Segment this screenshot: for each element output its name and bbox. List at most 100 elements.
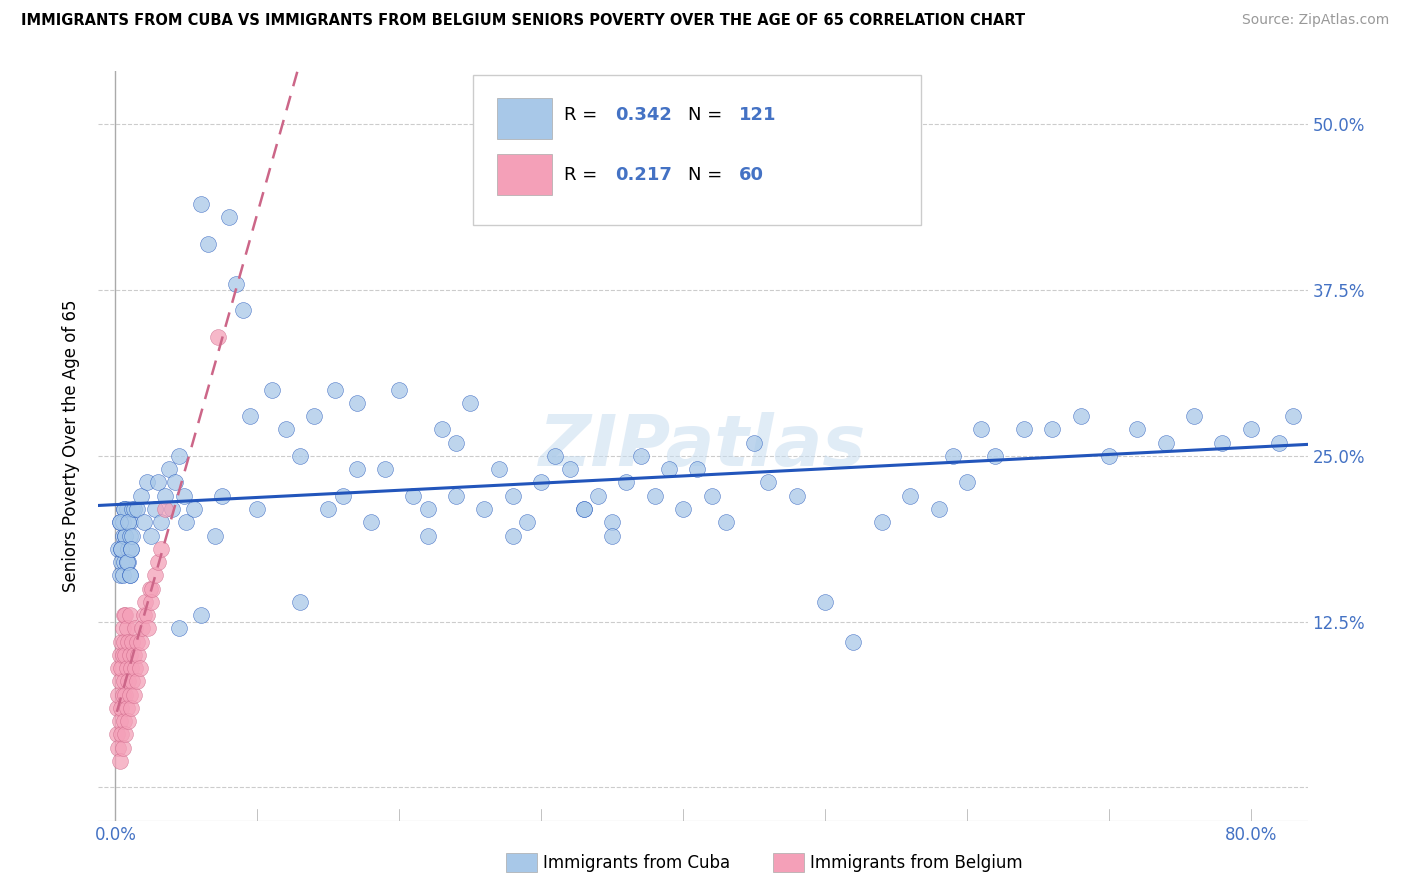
Point — [114, 528, 136, 542]
Point — [122, 688, 145, 702]
Point — [122, 648, 145, 662]
Point — [139, 528, 162, 542]
Point — [121, 674, 143, 689]
Point — [120, 701, 142, 715]
Y-axis label: Seniors Poverty Over the Age of 65: Seniors Poverty Over the Age of 65 — [62, 300, 80, 592]
Point — [325, 383, 347, 397]
Point — [111, 740, 134, 755]
Point — [124, 661, 146, 675]
Point — [686, 462, 709, 476]
Point — [225, 277, 247, 291]
Point — [544, 449, 567, 463]
Point — [121, 528, 143, 542]
Point — [115, 555, 138, 569]
Text: 60: 60 — [740, 166, 765, 184]
Point — [108, 674, 131, 689]
Text: N =: N = — [689, 106, 728, 124]
Text: IMMIGRANTS FROM CUBA VS IMMIGRANTS FROM BELGIUM SENIORS POVERTY OVER THE AGE OF : IMMIGRANTS FROM CUBA VS IMMIGRANTS FROM … — [21, 13, 1025, 29]
Point — [183, 502, 205, 516]
Point — [1126, 422, 1149, 436]
Point — [644, 489, 666, 503]
Point — [107, 661, 129, 675]
Point — [112, 634, 135, 648]
Text: R =: R = — [564, 166, 603, 184]
Point — [430, 422, 453, 436]
Point — [105, 701, 128, 715]
Point — [165, 475, 187, 490]
FancyBboxPatch shape — [498, 97, 551, 139]
Point — [143, 502, 166, 516]
Point — [111, 648, 134, 662]
Point — [942, 449, 965, 463]
Point — [111, 621, 134, 635]
Text: N =: N = — [689, 166, 728, 184]
Point — [108, 754, 131, 768]
Point — [204, 528, 226, 542]
Point — [360, 515, 382, 529]
Point — [114, 727, 136, 741]
Point — [614, 475, 637, 490]
Point — [1012, 422, 1035, 436]
Point — [630, 449, 652, 463]
Point — [374, 462, 396, 476]
Point — [1154, 435, 1177, 450]
Point — [118, 688, 141, 702]
Point — [138, 582, 160, 596]
Point — [122, 502, 145, 516]
Point — [1282, 409, 1305, 424]
Point — [118, 528, 141, 542]
Point — [111, 688, 134, 702]
Point — [1182, 409, 1205, 424]
Point — [246, 502, 269, 516]
Point — [190, 197, 212, 211]
Point — [153, 502, 176, 516]
Point — [742, 435, 765, 450]
Point — [112, 502, 135, 516]
Point — [572, 502, 595, 516]
Point — [176, 515, 198, 529]
Point — [127, 648, 149, 662]
Point — [1268, 435, 1291, 450]
Point — [239, 409, 262, 424]
Point — [128, 661, 150, 675]
Point — [108, 515, 131, 529]
Point — [169, 449, 191, 463]
Point — [346, 462, 368, 476]
Point — [346, 396, 368, 410]
Point — [786, 489, 808, 503]
Point — [129, 634, 152, 648]
Text: Immigrants from Cuba: Immigrants from Cuba — [543, 854, 730, 871]
Point — [110, 541, 132, 556]
Point — [970, 422, 993, 436]
Point — [117, 674, 139, 689]
Text: Source: ZipAtlas.com: Source: ZipAtlas.com — [1241, 13, 1389, 28]
Point — [112, 608, 135, 623]
Point — [114, 648, 136, 662]
Point — [146, 555, 169, 569]
Point — [458, 396, 481, 410]
Point — [444, 489, 467, 503]
Point — [120, 661, 142, 675]
Point — [134, 595, 156, 609]
Point — [1240, 422, 1263, 436]
Text: Immigrants from Belgium: Immigrants from Belgium — [810, 854, 1022, 871]
Point — [814, 595, 837, 609]
Point — [114, 608, 136, 623]
Point — [120, 541, 142, 556]
Point — [232, 303, 254, 318]
Point — [118, 568, 141, 582]
Point — [108, 714, 131, 728]
Point — [125, 634, 148, 648]
Text: R =: R = — [564, 106, 603, 124]
FancyBboxPatch shape — [498, 153, 551, 195]
Point — [129, 489, 152, 503]
Point — [115, 661, 138, 675]
Point — [114, 688, 136, 702]
Point — [110, 661, 132, 675]
Point — [124, 621, 146, 635]
Point — [1069, 409, 1091, 424]
Point — [288, 449, 311, 463]
Point — [118, 515, 141, 529]
Point — [530, 475, 553, 490]
Point — [444, 435, 467, 450]
